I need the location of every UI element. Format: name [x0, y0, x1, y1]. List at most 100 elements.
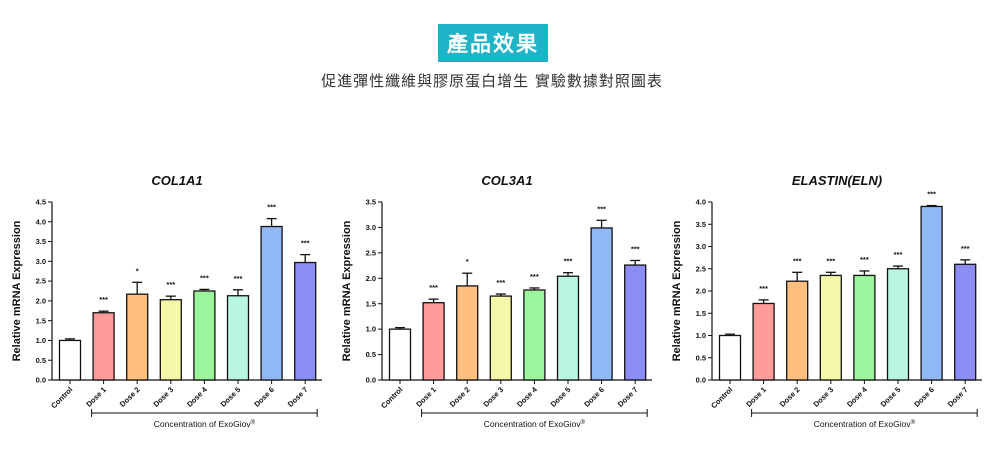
y-tick-label: 0.0: [696, 376, 706, 385]
bar-control: [58, 339, 82, 381]
y-tick-label: 4.5: [36, 198, 46, 207]
x-tick-label: Dose 2: [448, 385, 472, 409]
x-axis-label-superscript: ®: [581, 419, 586, 426]
significance-label: *: [136, 266, 139, 275]
bar-control: [388, 328, 412, 381]
significance-label: ***: [631, 244, 640, 253]
x-tick-label: Dose 1: [414, 385, 438, 409]
significance-label: ***: [234, 274, 243, 283]
x-tick-label: Control: [379, 385, 404, 410]
bar-dose-6: [260, 225, 283, 381]
bar-dose-1: [92, 312, 115, 381]
bar-dose-1: [752, 302, 775, 381]
y-axis-label: Relative mRNA Expression: [341, 220, 353, 361]
bar-dose-3: [159, 299, 182, 381]
page-subtitle: 促進彈性纖維與膠原蛋白增生 實驗數據對照圖表: [321, 72, 663, 90]
x-tick-label: Dose 2: [118, 385, 142, 409]
bar-dose-1: [422, 302, 445, 381]
y-tick-label: 1.0: [36, 336, 46, 345]
bar-dose-2: [786, 280, 809, 381]
bar-dose-4: [193, 290, 216, 381]
y-tick-label: 1.5: [696, 309, 706, 318]
significance-label: ***: [793, 256, 802, 265]
significance-label: ***: [894, 250, 903, 259]
y-tick-label: 0.5: [696, 353, 706, 362]
bar-dose-7: [954, 263, 977, 381]
x-tick-label: Dose 5: [879, 385, 903, 409]
y-tick-label: 3.5: [366, 198, 376, 207]
y-tick-label: 1.0: [696, 331, 706, 340]
bar-dose-2: [456, 285, 479, 381]
chart-title: COL3A1: [481, 173, 532, 188]
x-tick-label: Dose 5: [549, 385, 573, 409]
x-axis-label: Concentration of ExoGiov®: [484, 419, 586, 429]
bar-dose-4: [523, 289, 546, 381]
y-axis-label: Relative mRNA Expression: [671, 220, 683, 361]
x-tick-label: Dose 1: [744, 385, 768, 409]
chart-title: COL1A1: [151, 173, 202, 188]
x-tick-label: Dose 4: [845, 384, 869, 408]
significance-label: ***: [267, 203, 276, 212]
chart-title: ELASTIN(ELN): [792, 173, 882, 188]
significance-label: ***: [301, 239, 310, 248]
x-tick-label: Dose 4: [515, 384, 539, 408]
significance-label: ***: [429, 283, 438, 292]
significance-label: ***: [200, 273, 209, 282]
significance-label: ***: [496, 278, 505, 287]
y-tick-label: 4.0: [36, 217, 46, 226]
y-tick-label: 3.0: [36, 257, 46, 266]
x-axis-label: Concentration of ExoGiov®: [154, 419, 256, 429]
x-tick-label: Dose 3: [151, 385, 175, 409]
y-tick-label: 1.5: [366, 299, 376, 308]
significance-label: ***: [826, 256, 835, 265]
significance-label: ***: [530, 272, 539, 281]
x-tick-label: Dose 4: [185, 384, 209, 408]
x-tick-label: Dose 7: [616, 385, 640, 409]
y-tick-label: 2.5: [696, 264, 706, 273]
y-tick-label: 3.0: [696, 242, 706, 251]
y-tick-label: 2.0: [696, 287, 706, 296]
x-tick-label: Dose 3: [811, 385, 835, 409]
significance-label: ***: [759, 284, 768, 293]
y-tick-label: 3.0: [366, 223, 376, 232]
significance-label: ***: [961, 244, 970, 253]
bar-dose-3: [819, 274, 842, 381]
significance-label: ***: [597, 204, 606, 213]
bar-control: [718, 334, 742, 381]
y-tick-label: 0.0: [366, 376, 376, 385]
significance-label: ***: [564, 257, 573, 266]
y-axis-label: Relative mRNA Expression: [11, 220, 23, 361]
y-tick-label: 0.5: [366, 350, 376, 359]
bar-dose-5: [226, 295, 250, 381]
x-tick-label: Dose 6: [252, 385, 276, 409]
y-tick-label: 2.0: [36, 296, 46, 305]
bar-dose-4: [853, 274, 876, 381]
x-axis-label: Concentration of ExoGiov®: [814, 419, 916, 429]
x-tick-label: Dose 2: [778, 385, 802, 409]
significance-label: *: [466, 257, 469, 266]
y-tick-label: 3.5: [696, 220, 706, 229]
bar-dose-3: [489, 295, 512, 381]
x-tick-label: Control: [49, 385, 74, 410]
significance-label: ***: [860, 255, 869, 264]
x-tick-label: Dose 6: [912, 385, 936, 409]
x-tick-label: Dose 6: [582, 385, 606, 409]
y-tick-label: 1.5: [36, 316, 46, 325]
y-tick-label: 3.5: [36, 237, 46, 246]
bar-dose-5: [886, 268, 910, 381]
x-tick-label: Dose 1: [84, 385, 108, 409]
chart-col3a1: COL3A1 Relative mRNA Expression 0.0 0.5 1.0 1…: [341, 173, 652, 429]
x-tick-label: Dose 7: [946, 385, 970, 409]
bar-dose-7: [624, 264, 647, 381]
section-badge: 產品效果: [438, 24, 548, 62]
y-tick-label: 2.5: [366, 248, 376, 257]
y-tick-label: 0.5: [36, 356, 46, 365]
chart-col1a1: COL1A1 Relative mRNA Expression 0.0 0.5 1.0 1…: [11, 173, 322, 429]
x-axis-label-superscript: ®: [911, 419, 916, 426]
x-tick-label: Dose 3: [481, 385, 505, 409]
y-tick-label: 4.0: [696, 198, 706, 207]
chart-elastin: ELASTIN(ELN) Relative mRNA Expression 0.0 0…: [671, 173, 982, 429]
bar-dose-6: [590, 227, 613, 381]
y-tick-label: 2.5: [36, 277, 46, 286]
significance-label: ***: [99, 295, 108, 304]
